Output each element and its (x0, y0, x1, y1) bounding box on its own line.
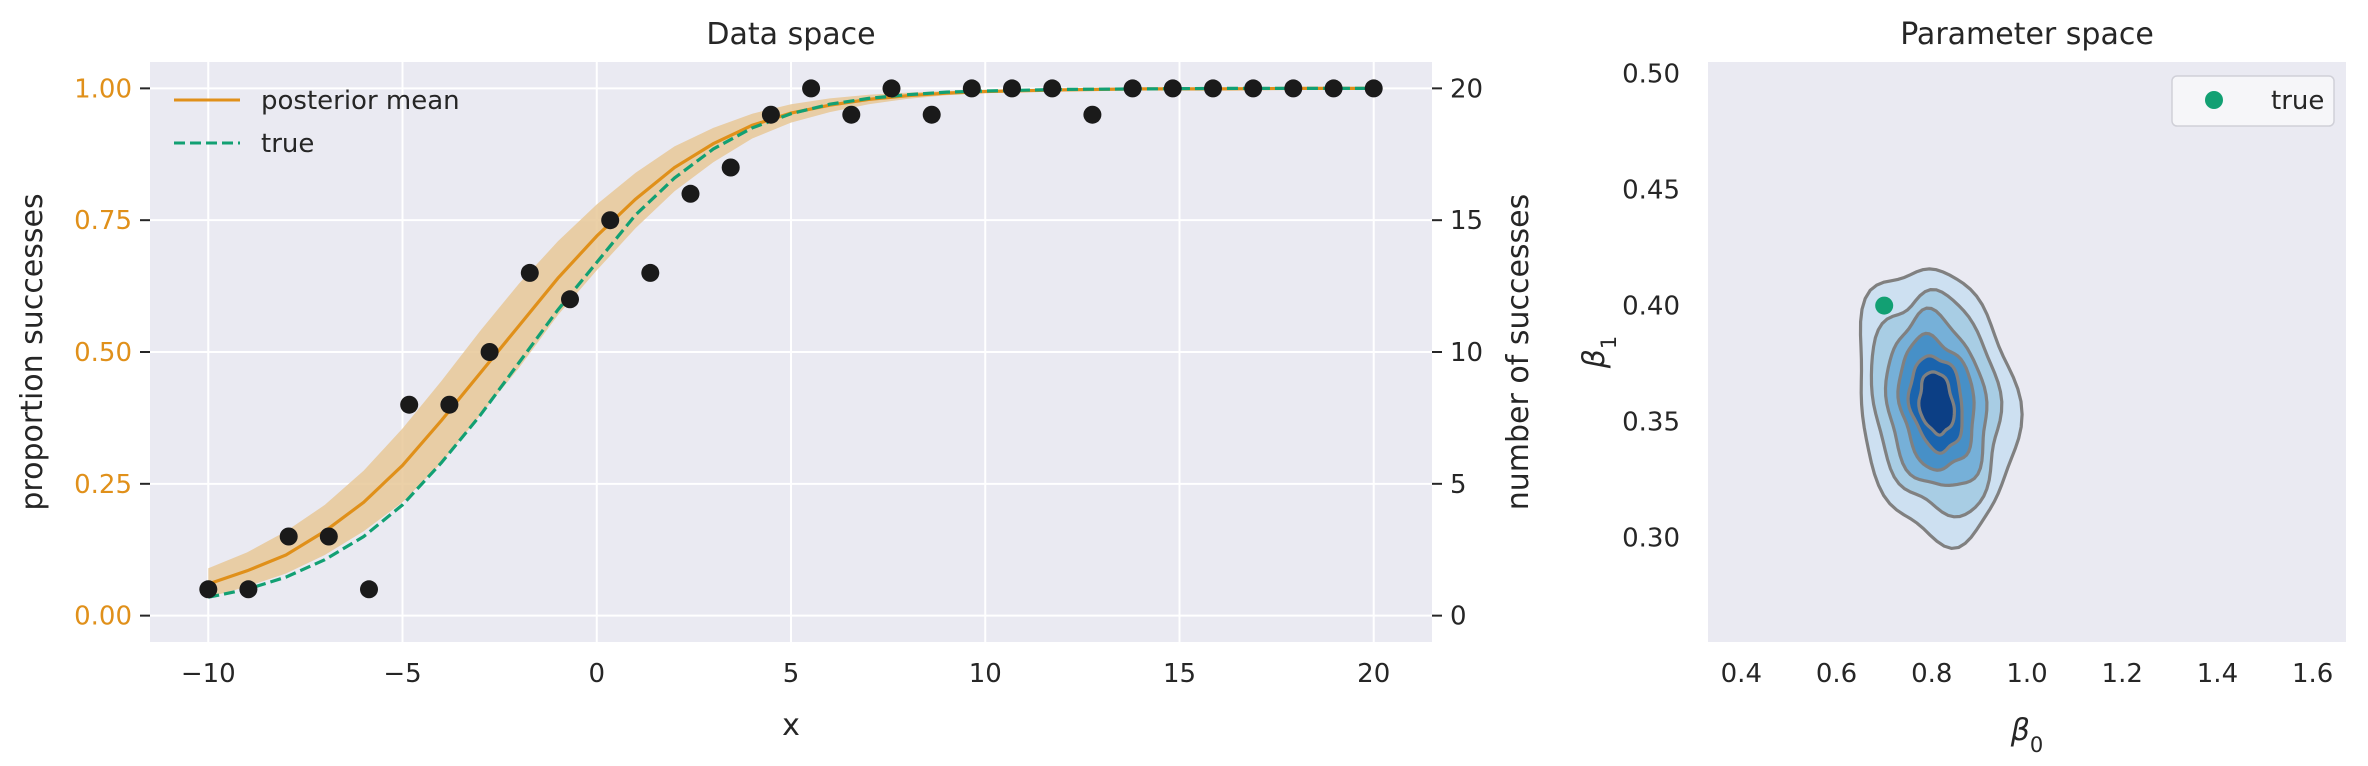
observed-point (440, 395, 459, 414)
posterior-credible-band (208, 88, 1374, 598)
parameter-space-plot-area (1708, 62, 2346, 642)
observed-point (681, 184, 700, 203)
y-tick-label-right: 0 (1450, 602, 1467, 632)
y-tick-label: 0.30 (1622, 524, 1680, 554)
observed-point (1284, 79, 1303, 98)
x-tick-label: 1.6 (2292, 659, 2333, 689)
parameter-space-title: Parameter space (1900, 17, 2154, 52)
data-space-y-ticks-left: 0.00 0.25 0.50 0.75 1.00 (74, 74, 150, 632)
observed-point (1083, 105, 1102, 124)
parameter-space-x-ticks: 0.4 0.6 0.8 1.0 1.2 1.4 1.6 (1721, 659, 2334, 689)
parameter-legend-frame (2171, 75, 2335, 127)
x-tick-label: 10 (969, 659, 1002, 689)
data-space-y-label-right: number of successes (1501, 194, 1536, 511)
observed-point (319, 527, 338, 546)
observed-point (882, 79, 901, 98)
y-tick-label-left: 0.75 (74, 206, 132, 236)
x-tick-label: −10 (181, 659, 236, 689)
observed-point (641, 263, 660, 282)
data-space-x-label: x (782, 708, 800, 743)
y-tick-label-left: 0.00 (74, 602, 132, 632)
parameter-space-panel: 0.4 0.6 0.8 1.0 1.2 1.4 1.6 0.300.350.400.450.… (1577, 17, 2346, 757)
observed-point (360, 580, 378, 599)
observed-point (842, 105, 861, 124)
data-space-title: Data space (706, 17, 875, 52)
x-tick-label: 20 (1357, 659, 1390, 689)
y-tick-label-left: 0.50 (74, 338, 132, 368)
observed-point (199, 580, 218, 599)
x-tick-label: −5 (383, 659, 421, 689)
true-parameter (1875, 296, 1894, 315)
observed-point (1163, 79, 1182, 98)
parameter-space-y-ticks: 0.30 0.35 0.40 0.45 0.50 (1622, 60, 1680, 554)
y-tick-label-left: 1.00 (74, 74, 132, 104)
data-space-x-ticks: −10 −5 0 5 10 15 20 (181, 659, 1390, 689)
observed-point (279, 527, 298, 546)
x-tick-label: 1.4 (2197, 659, 2238, 689)
data-space-y-ticks-right: 0 5 10 15 20 (1432, 74, 1483, 632)
observed-point (962, 79, 981, 98)
observed-point (1204, 79, 1222, 98)
y-tick-label-left: 0.25 (74, 470, 132, 500)
x-tick-label: 0.4 (1721, 659, 1762, 689)
x-tick-label: 0.6 (1816, 659, 1857, 689)
observed-point (761, 105, 780, 124)
observed-point (561, 290, 579, 309)
data-space-legend: posterior mean true (174, 86, 460, 159)
density-contour (1917, 370, 1957, 437)
legend-marker-true (2205, 91, 2223, 109)
legend-label-posterior-mean: posterior mean (261, 86, 460, 116)
observed-point (520, 263, 539, 282)
true-line (207, 86, 1374, 599)
parameter-space-x-label: β0 (2010, 713, 2044, 757)
observed-point (480, 343, 499, 361)
observed-point (239, 580, 258, 599)
y-tick-label-right: 20 (1450, 74, 1483, 104)
observed-point (721, 158, 740, 177)
y-tick-label: 0.50 (1622, 60, 1680, 90)
legend-label-true-parameter: true (2271, 86, 2324, 116)
x-tick-label: 1.0 (2006, 659, 2047, 689)
y-tick-label-right: 5 (1450, 470, 1467, 500)
x-tick-label: 1.2 (2102, 659, 2143, 689)
observed-point (400, 395, 419, 414)
posterior-band (208, 88, 1374, 598)
observed-point (802, 79, 821, 98)
observed-point (922, 105, 941, 124)
y-tick-label-right: 15 (1450, 206, 1483, 236)
data-space-y-label-left: proportion successes (15, 193, 50, 510)
parameter-space-y-label: β1 (1577, 336, 1621, 370)
x-tick-label: 15 (1163, 659, 1196, 689)
y-tick-label-right: 10 (1450, 338, 1483, 368)
x-tick-label: 0.8 (1911, 659, 1952, 689)
observed-point (1324, 79, 1343, 98)
x-tick-label: 5 (783, 659, 800, 689)
data-space-panel: −10 −5 0 5 10 15 20 0.00 0.25 0.50 0.75 1.00 0 5 10 1… (15, 17, 1536, 743)
observed-points (199, 79, 1383, 599)
legend-label-true: true (261, 129, 314, 159)
observed-point (1244, 79, 1263, 98)
parameter-space-legend: true (2171, 75, 2335, 127)
x-tick-label: 0 (588, 659, 605, 689)
observed-point (1043, 79, 1062, 98)
observed-point (1123, 79, 1142, 98)
true-parameter-point (1875, 296, 1894, 315)
y-tick-label: 0.35 (1622, 408, 1680, 438)
y-tick-label: 0.45 (1622, 176, 1680, 206)
observed-point (1003, 79, 1021, 98)
observed-point (601, 211, 620, 230)
observed-point (1364, 79, 1383, 98)
posterior-density-contours (1858, 267, 2024, 551)
y-tick-label: 0.40 (1622, 292, 1680, 322)
